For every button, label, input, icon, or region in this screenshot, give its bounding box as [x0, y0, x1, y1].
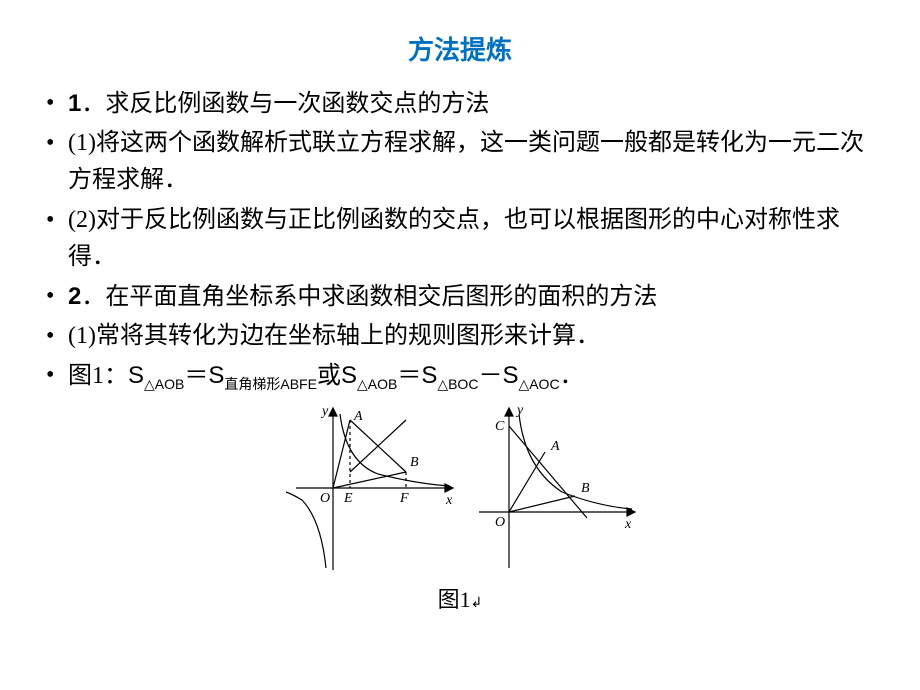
item-text: (1)将这两个函数解析式联立方程求解，这一类问题一般都是转化为一元二次方程求解． [68, 130, 864, 193]
formula-s4: S [421, 362, 437, 389]
formula-eq2: ＝ [397, 363, 421, 389]
bullet-icon: • [46, 85, 54, 122]
line-6: • 图1：S△AOB＝S直角梯形ABFE或S△AOB＝S△BOC－S△AOC． [68, 357, 880, 395]
formula-sub3: △AOB [357, 376, 397, 392]
point-a-label: A [353, 409, 363, 424]
figure-caption: 图1↲ [0, 582, 920, 614]
axis-label-x: x [445, 493, 453, 508]
line-2: • (1)将这两个函数解析式联立方程求解，这一类问题一般都是转化为一元二次方程求… [68, 125, 880, 199]
line-5: • (1)常将其转化为边在坐标轴上的规则图形来计算． [68, 318, 880, 355]
item-number: 1 [68, 90, 81, 117]
point-a-label: A [550, 439, 560, 454]
formula-end: ． [560, 363, 584, 389]
item-number: 2 [68, 283, 81, 310]
point-c-label: C [495, 419, 505, 434]
formula-minus: － [478, 363, 502, 389]
content-body: • 1．求反比例函数与一次函数交点的方法 • (1)将这两个函数解析式联立方程求… [0, 85, 920, 396]
formula-sub4: △BOC [437, 376, 478, 392]
graph-left: y x O A B E F [278, 400, 463, 575]
point-b-label: B [581, 481, 590, 496]
item-text: ．求反比例函数与一次函数交点的方法 [81, 91, 489, 117]
formula-s1: S [128, 362, 144, 389]
formula-sub5: △AOC [518, 376, 559, 392]
point-f-label: F [399, 491, 409, 506]
axis-label-y: y [515, 403, 524, 418]
axis-label-x: x [624, 517, 632, 532]
bullet-icon: • [46, 357, 54, 394]
figure-container: y x O A B E F y x O [0, 400, 920, 580]
formula-s3: S [341, 362, 357, 389]
origin-label: O [320, 491, 330, 506]
formula-eq1: ＝ [184, 363, 208, 389]
line-4: • 2．在平面直角坐标系中求函数相交后图形的面积的方法 [68, 278, 880, 316]
item-text: (2)对于反比例函数与正比例函数的交点，也可以根据图形的中心对称性求得． [68, 207, 840, 270]
bullet-icon: • [46, 318, 54, 355]
item-text: ．在平面直角坐标系中求函数相交后图形的面积的方法 [81, 284, 657, 310]
formula-or: 或 [317, 363, 341, 389]
point-e-label: E [343, 491, 353, 506]
formula-sub1: △AOB [144, 376, 184, 392]
bullet-icon: • [46, 202, 54, 239]
point-b-label: B [410, 455, 419, 470]
line-1: • 1．求反比例函数与一次函数交点的方法 [68, 85, 880, 123]
graph-right: y x O C A B [467, 400, 642, 575]
formula-s2: S [208, 362, 224, 389]
bullet-icon: • [46, 125, 54, 162]
item-text: (1)常将其转化为边在坐标轴上的规则图形来计算． [68, 323, 600, 349]
origin-label: O [495, 515, 505, 530]
formula-s5: S [502, 362, 518, 389]
bullet-icon: • [46, 278, 54, 315]
formula-sub2: 直角梯形ABFE [224, 376, 317, 392]
line-3: • (2)对于反比例函数与正比例函数的交点，也可以根据图形的中心对称性求得． [68, 202, 880, 276]
formula-prefix: 图1： [68, 363, 128, 389]
page-title: 方法提炼 [0, 0, 920, 85]
axis-label-y: y [320, 404, 329, 419]
